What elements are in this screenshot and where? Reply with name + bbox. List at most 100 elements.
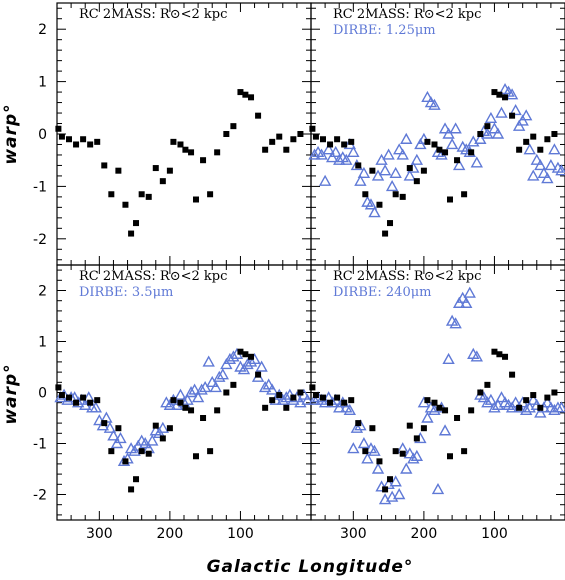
dirbe-point [191, 391, 205, 403]
x-axis-label: Galactic Longitude° [207, 557, 414, 577]
y-tick-label: -2 [33, 232, 47, 248]
rc-point [327, 141, 334, 148]
dirbe-point [266, 383, 279, 395]
rc-point [424, 138, 431, 145]
rc-point [523, 138, 530, 145]
rc-point [502, 94, 509, 101]
dirbe-point [308, 148, 321, 160]
dirbe-point [555, 401, 565, 413]
rc-point [420, 167, 427, 174]
rc-point [55, 125, 62, 132]
rc-point [94, 138, 101, 145]
dirbe-point [407, 452, 420, 464]
rc-point [192, 453, 199, 460]
rc-point [376, 201, 383, 208]
rc-point [399, 450, 406, 457]
rc-point [58, 133, 65, 140]
rc-point [223, 389, 230, 396]
rc-point [516, 146, 523, 153]
dirbe-point [438, 424, 452, 436]
rc-point [309, 125, 316, 132]
rc-point [309, 384, 316, 391]
dirbe-point [378, 164, 392, 176]
dirbe-point [227, 350, 240, 362]
rc-point [442, 149, 449, 156]
rc-point [468, 149, 475, 156]
rc-point [223, 131, 230, 137]
rc-point [362, 191, 369, 198]
dirbe-point [283, 388, 297, 400]
rc-point [461, 448, 468, 455]
rc-point [58, 392, 65, 399]
dirbe-point [146, 434, 159, 446]
panel-top-left: -2 -1 0 1 2 RC 2MASS: R⊙<2 kpc [33, 2, 312, 266]
rc-point [319, 136, 326, 143]
dirbe-point [410, 449, 424, 461]
rc-point [348, 138, 355, 145]
y-tick-label: 2 [38, 284, 47, 300]
rc-point [80, 394, 87, 401]
x-tick-label: 100 [481, 526, 508, 542]
dirbe-point [322, 143, 335, 155]
dirbe-point [509, 103, 522, 116]
dirbe-point [354, 174, 367, 186]
rc-point [283, 146, 290, 153]
rc-point [484, 381, 491, 388]
rc-point [341, 141, 348, 148]
rc-point [255, 112, 262, 119]
rc-point [369, 167, 376, 174]
dirbe-point [184, 386, 198, 398]
x-tick-label: 300 [86, 526, 113, 542]
panel-annotation: RC 2MASS: R⊙<2 kpc [333, 269, 481, 284]
rc-point [152, 422, 159, 429]
rc-point [166, 167, 173, 174]
rc-point [115, 425, 122, 432]
dirbe-point [477, 391, 491, 403]
rc-point [392, 191, 399, 198]
rc-point [262, 404, 269, 411]
dirbe-point [541, 172, 554, 184]
rc-point [399, 193, 406, 200]
y-axis-label-top: warp° [1, 103, 21, 164]
dirbe-point [449, 122, 462, 134]
rc-point [413, 178, 420, 185]
dirbe-point [438, 122, 452, 134]
rc-point [544, 136, 551, 143]
dirbe-point [505, 88, 519, 100]
rc-point [348, 397, 355, 404]
dirbe-point [389, 475, 402, 487]
rc-point [269, 397, 276, 404]
dirbe-point [548, 143, 561, 155]
dirbe-point [393, 488, 406, 500]
rc-point [312, 133, 319, 140]
rc-point [369, 425, 376, 432]
x-tick-label: 100 [227, 526, 254, 542]
rc-point [406, 165, 413, 172]
dirbe-point [534, 158, 547, 171]
panel-annotation: RC 2MASS: R⊙<2 kpc [333, 7, 481, 22]
dirbe-point [463, 286, 476, 298]
rc-point [446, 196, 453, 203]
rc-point [319, 394, 326, 401]
panel-annotation: RC 2MASS: R⊙<2 kpc [79, 269, 227, 284]
dirbe-point [449, 317, 462, 329]
dirbe-point [325, 151, 339, 163]
dirbe-point [382, 148, 395, 160]
dirbe-point [527, 393, 540, 405]
rc-point [138, 191, 145, 198]
rc-point [537, 404, 544, 411]
dirbe-point [114, 431, 127, 444]
rc-point [133, 220, 140, 227]
rc-point [128, 230, 135, 237]
dirbe-point [318, 174, 332, 186]
dirbe-point [209, 380, 222, 393]
dirbe-point [403, 447, 416, 459]
dirbe-point [258, 380, 272, 393]
dirbe-point [315, 148, 328, 160]
dirbe-point [357, 166, 371, 179]
rc-point [80, 136, 87, 143]
rc-point [214, 407, 221, 414]
dirbe-point [255, 360, 268, 372]
